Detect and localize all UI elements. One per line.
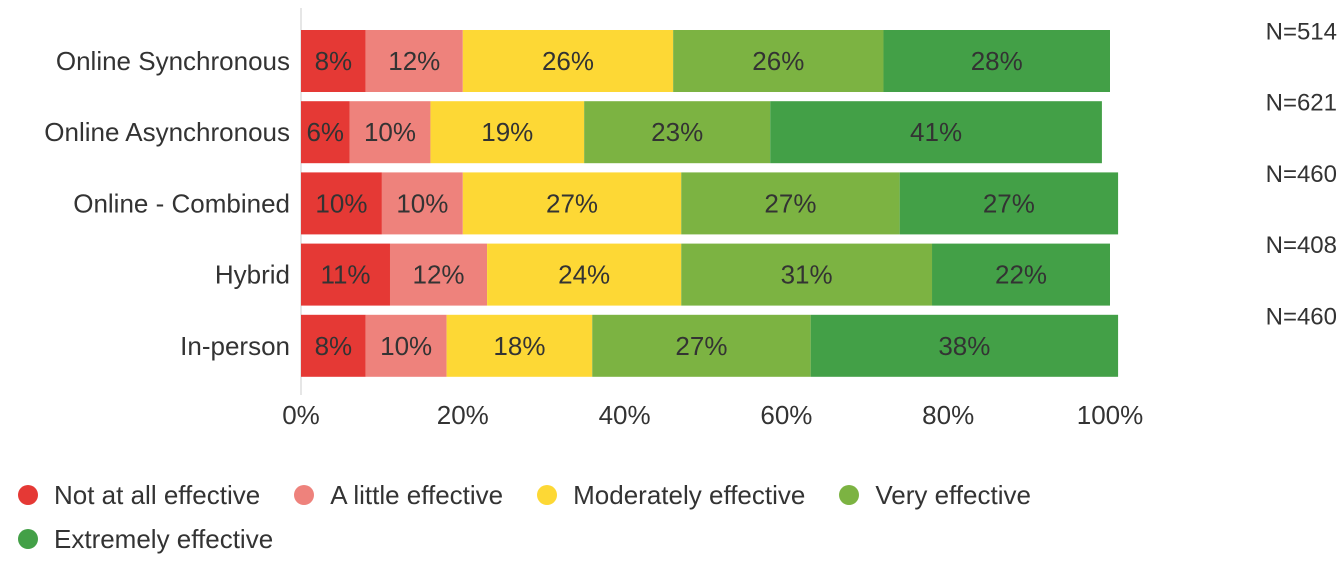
segment-data-label: 10% (315, 188, 367, 218)
segment-data-label: 10% (396, 188, 448, 218)
bar-segment (899, 172, 1119, 235)
segment-data-label: 26% (752, 46, 804, 76)
bar-segment (584, 101, 771, 164)
segment-data-label: 27% (546, 188, 598, 218)
segment-data-label: 24% (558, 260, 610, 290)
legend-label: Not at all effective (54, 479, 261, 510)
category-label: Online Synchronous (56, 46, 290, 76)
segment-data-label: 6% (306, 117, 344, 147)
bar-segment (810, 314, 1119, 377)
category-label: Online Asynchronous (44, 117, 290, 147)
segment-data-label: 27% (675, 331, 727, 361)
category-label: In-person (180, 331, 290, 361)
segment-data-label: 12% (388, 46, 440, 76)
bar-segment (770, 101, 1102, 164)
sample-size-label: N=408 (1266, 232, 1337, 259)
bar-segment (365, 30, 463, 92)
bar-segment (365, 314, 447, 377)
legend-item: Not at all effective (18, 480, 260, 510)
legend-label: Extremely effective (54, 523, 274, 554)
legend-item: A little effective (294, 480, 503, 510)
bar-segment (592, 314, 811, 377)
legend-label: Moderately effective (573, 479, 806, 510)
segment-data-label: 12% (413, 260, 465, 290)
x-tick-label: 100% (1077, 400, 1144, 430)
bar-segment (681, 243, 933, 306)
stacked-bar-chart: Online Synchronous 8% 12% 26% 26% 28% N=514 Onl… (44, 8, 1337, 430)
sample-size-label: N=621 (1266, 90, 1337, 117)
bar-segment (301, 172, 382, 235)
category-label: Hybrid (215, 260, 290, 290)
x-tick-label: 80% (922, 400, 974, 430)
segment-data-label: 23% (651, 117, 703, 147)
legend-marker-icon (839, 485, 860, 505)
legend-marker-icon (294, 485, 315, 505)
legend-label: Very effective (875, 479, 1031, 510)
segment-data-label: 8% (315, 46, 353, 76)
bar-segment (349, 101, 431, 164)
segment-data-label: 31% (781, 260, 833, 290)
segment-data-label: 11% (320, 260, 370, 290)
bar-segment (673, 30, 884, 92)
segment-data-label: 10% (364, 117, 416, 147)
bar-segment (301, 314, 366, 377)
bar-segment (883, 30, 1110, 92)
bar-segment (487, 243, 682, 306)
bar-segment (381, 172, 463, 235)
bar-segment (932, 243, 1110, 306)
legend-marker-icon (537, 485, 558, 505)
x-tick-label: 0% (282, 400, 320, 430)
segment-data-label: 22% (995, 260, 1047, 290)
bar-segment (430, 101, 585, 164)
legend-item: Extremely effective (18, 524, 273, 554)
legend-label: A little effective (330, 479, 504, 510)
chart-legend: Not at all effective A little effective Mo… (18, 480, 1198, 554)
segment-data-label: 10% (380, 331, 432, 361)
segment-data-label: 19% (481, 117, 533, 147)
bar-segment (301, 243, 390, 306)
x-tick-label: 20% (437, 400, 489, 430)
category-label: Online - Combined (73, 188, 290, 218)
sample-size-label: N=514 (1266, 19, 1337, 46)
x-tick-label: 40% (599, 400, 651, 430)
sample-size-label: N=460 (1266, 303, 1337, 330)
bar-segment (681, 172, 900, 235)
bar-segment (462, 172, 682, 235)
legend-marker-icon (18, 485, 38, 505)
sample-size-label: N=460 (1266, 161, 1337, 188)
x-tick-label: 60% (760, 400, 812, 430)
segment-data-label: 8% (315, 331, 353, 361)
segment-data-label: 26% (542, 46, 594, 76)
bar-segment (462, 30, 674, 92)
segment-data-label: 27% (983, 188, 1035, 218)
segment-data-label: 27% (764, 188, 816, 218)
segment-data-label: 38% (938, 331, 990, 361)
segment-data-label: 28% (971, 46, 1023, 76)
bar-segment (389, 243, 488, 306)
legend-item: Moderately effective (537, 480, 805, 510)
legend-item: Very effective (839, 480, 1031, 510)
bar-segment (301, 101, 350, 164)
segment-data-label: 18% (493, 331, 545, 361)
bar-segment (446, 314, 593, 377)
segment-data-label: 41% (910, 117, 962, 147)
bar-segment (301, 30, 366, 92)
legend-marker-icon (18, 529, 38, 549)
